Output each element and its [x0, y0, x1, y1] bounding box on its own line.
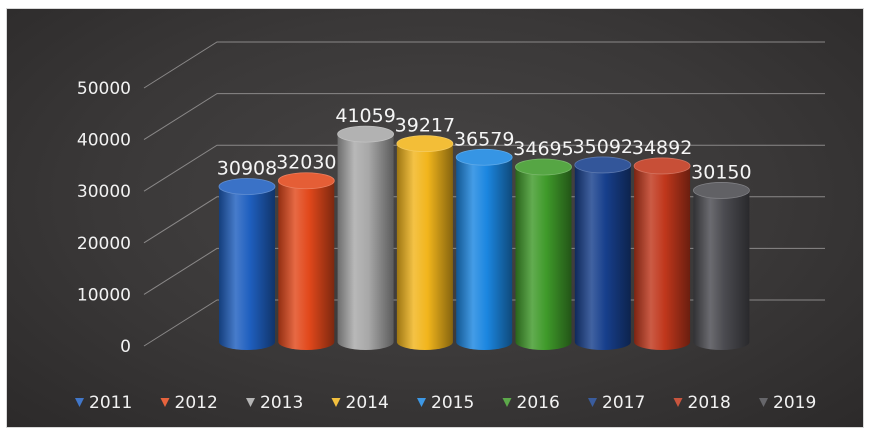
legend-item-2015: 2015 [417, 393, 474, 413]
legend-item-2012: 2012 [160, 393, 218, 413]
legend-marker-icon [502, 398, 512, 407]
legend-item-2013: 2013 [246, 393, 303, 413]
bar-body [693, 190, 750, 350]
bar-2014 [396, 135, 454, 350]
data-label-2017: 35092 [573, 136, 633, 158]
gridline [143, 144, 825, 192]
y-tick-label: 50000 [77, 79, 131, 99]
legend-label: 2016 [517, 393, 560, 413]
legend-label: 2017 [602, 393, 645, 413]
legend-label: 2015 [431, 393, 474, 413]
legend-label: 2013 [260, 393, 303, 413]
bar-body [278, 180, 335, 350]
bar-2015 [455, 148, 513, 350]
legend-item-2019: 2019 [759, 393, 816, 413]
legend-label: 2011 [89, 393, 132, 413]
legend-marker-icon [588, 398, 597, 407]
data-label-2018: 34892 [632, 137, 692, 159]
y-tick-label: 0 [120, 337, 131, 357]
y-axis-ticks: 0 10000 20000 30000 40000 50000 [77, 79, 131, 357]
y-tick-label: 30000 [77, 182, 131, 202]
legend-item-2018: 2018 [673, 393, 731, 413]
bars [218, 125, 750, 350]
bar-2012 [277, 172, 335, 350]
data-label-2015: 36579 [454, 128, 514, 150]
legend-marker-icon [673, 398, 683, 407]
bar-body [396, 143, 453, 350]
legend-marker-icon [246, 398, 255, 407]
legend: 2011 2012 2013 2014 2015 2016 2017 2018 2019 [75, 393, 816, 413]
legend-marker-icon [331, 398, 341, 407]
bar-body [456, 157, 513, 350]
data-label-2012: 32030 [276, 152, 336, 174]
bar-top-cap [515, 158, 572, 176]
bar-2018 [633, 157, 691, 350]
bar-2019 [693, 182, 750, 350]
bar-body [634, 165, 691, 350]
legend-item-2011: 2011 [75, 393, 132, 413]
bar-2011 [218, 178, 276, 350]
legend-marker-icon [160, 398, 170, 407]
gridline [143, 41, 825, 89]
bar-top-cap [218, 178, 276, 195]
y-tick-label: 40000 [77, 131, 131, 151]
bar-body [219, 186, 275, 350]
bar-body [515, 166, 572, 350]
data-label-2013: 41059 [335, 105, 395, 127]
gridline [143, 93, 825, 141]
legend-label: 2018 [688, 393, 731, 413]
bar-top-cap [693, 182, 750, 199]
bar-top-cap [455, 148, 513, 166]
data-label-2011: 30908 [217, 158, 277, 180]
legend-marker-icon [417, 398, 426, 407]
bar-body [337, 134, 394, 350]
legend-item-2017: 2017 [588, 393, 645, 413]
bar-top-cap [633, 157, 691, 175]
bar-top-cap [337, 125, 395, 143]
data-label-2014: 39217 [395, 115, 455, 137]
legend-marker-icon [759, 398, 768, 407]
bar-top-cap [396, 135, 454, 153]
bar-top-cap [574, 156, 632, 174]
data-label-2019: 30150 [691, 161, 751, 183]
legend-item-2014: 2014 [331, 393, 389, 413]
data-label-2016: 34695 [513, 138, 573, 160]
bar-top-cap [277, 172, 335, 190]
legend-item-2016: 2016 [502, 393, 560, 413]
bar-2017 [574, 156, 632, 350]
y-tick-label: 10000 [77, 285, 131, 305]
legend-label: 2014 [346, 393, 389, 413]
bar-2016 [515, 158, 572, 350]
bar-2013 [337, 125, 395, 350]
legend-label: 2019 [773, 393, 816, 413]
legend-marker-icon [75, 398, 84, 407]
legend-label: 2012 [175, 393, 218, 413]
bar-body [574, 164, 631, 350]
chart-frame: 0 10000 20000 30000 40000 50000 30908 32030 410… [6, 8, 864, 428]
y-tick-label: 20000 [77, 234, 131, 254]
